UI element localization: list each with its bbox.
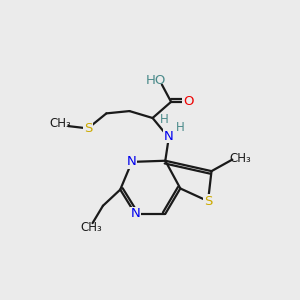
Text: N: N — [127, 155, 137, 168]
Text: S: S — [84, 122, 92, 135]
Text: O: O — [183, 95, 194, 108]
Text: H: H — [160, 113, 169, 126]
Text: N: N — [164, 130, 174, 142]
Text: CH₃: CH₃ — [80, 221, 102, 234]
Text: CH₃: CH₃ — [230, 152, 251, 165]
Text: S: S — [204, 195, 212, 208]
Text: N: N — [130, 207, 140, 220]
Text: HO: HO — [146, 74, 166, 87]
Text: CH₃: CH₃ — [49, 117, 71, 130]
Text: H: H — [176, 122, 185, 134]
